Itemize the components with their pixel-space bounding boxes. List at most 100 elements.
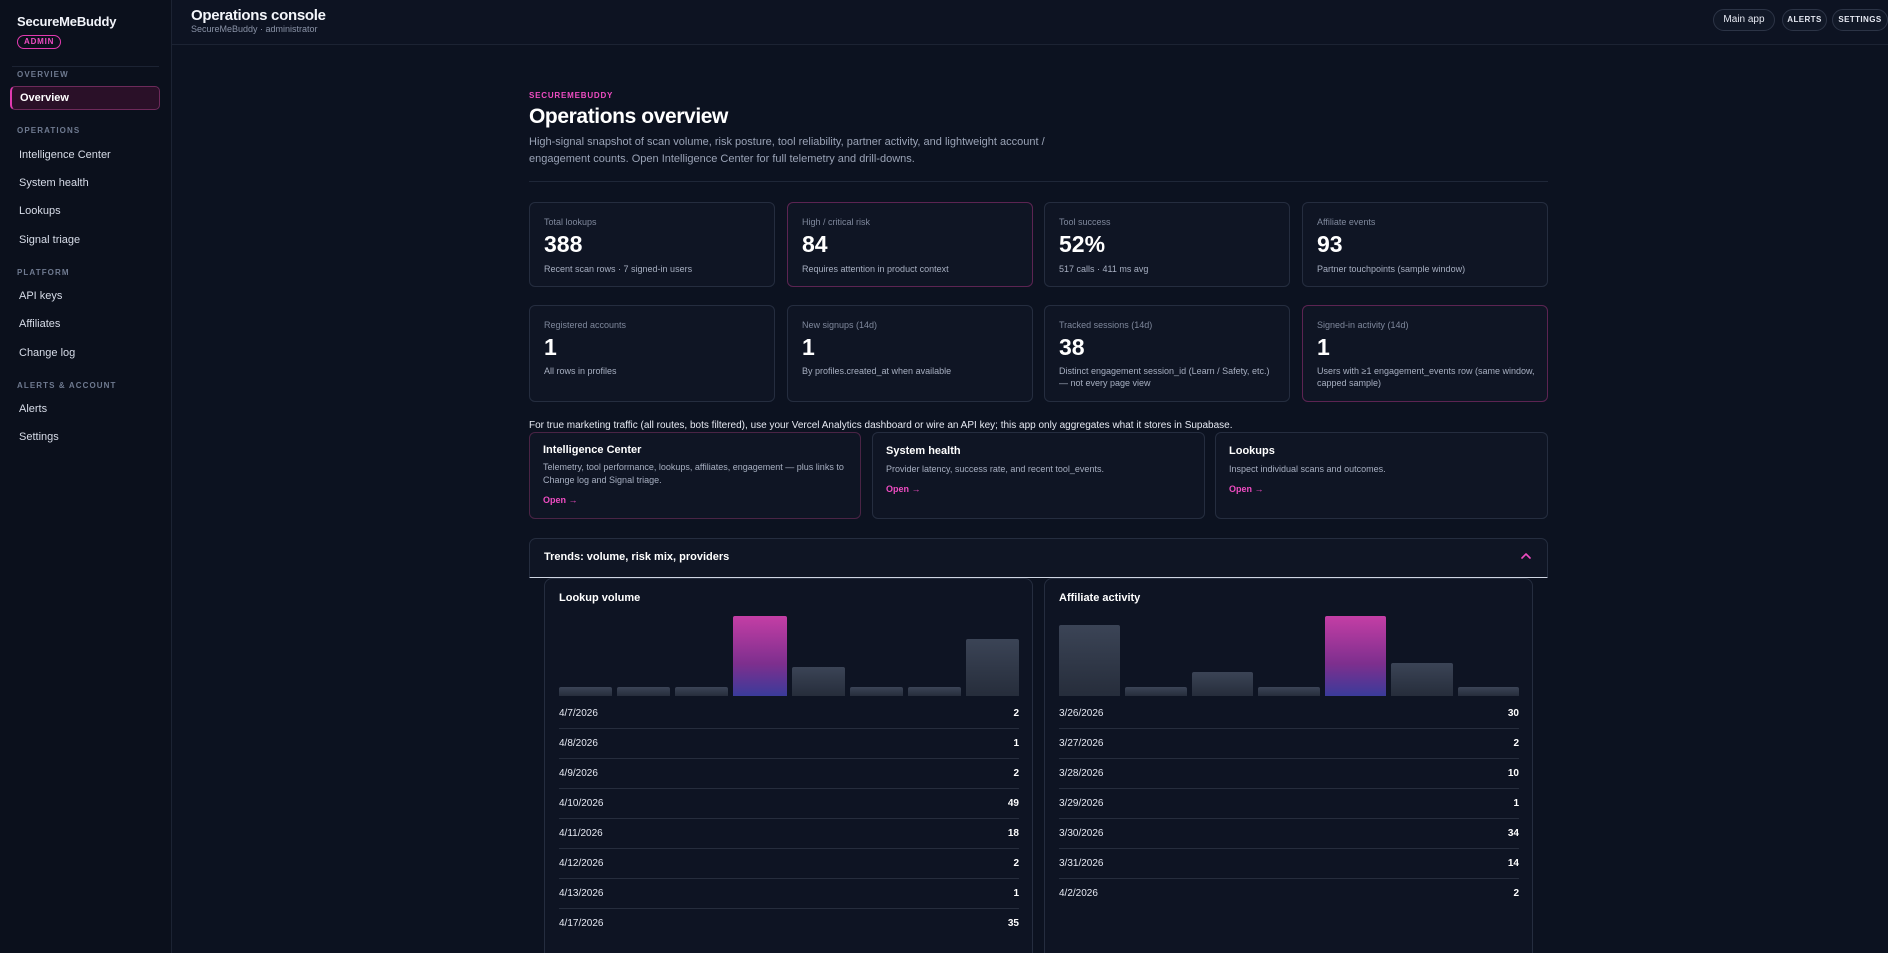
sidebar-item-signal-triage[interactable]: Signal triage bbox=[19, 234, 81, 246]
open-link[interactable]: Open → bbox=[543, 495, 578, 505]
stat-value: 1 bbox=[1317, 334, 1330, 360]
stat-note: Distinct engagement session_id (Learn / … bbox=[1059, 366, 1270, 388]
stat-label: Signed-in activity (14d) bbox=[1317, 320, 1409, 330]
sidebar-item-system-health[interactable]: System health bbox=[19, 177, 89, 189]
sidebar-item-settings[interactable]: Settings bbox=[19, 431, 59, 443]
row-date: 3/29/2026 bbox=[1059, 798, 1104, 809]
stat-card-tracked-sessions: Tracked sessions (14d) 38 Distinct engag… bbox=[1044, 305, 1290, 402]
analytics-info-line: For true marketing traffic (all routes, … bbox=[529, 420, 1233, 431]
nav-section-operations: OPERATIONS bbox=[17, 126, 81, 135]
table-row: 3/30/2026 34 bbox=[1059, 819, 1519, 849]
stat-card-tool-success: Tool success 52% 517 calls · 411 ms avg bbox=[1044, 202, 1290, 287]
trends-accordion-header[interactable]: Trends: volume, risk mix, providers bbox=[529, 538, 1548, 578]
stat-label: Affiliate events bbox=[1317, 217, 1376, 227]
bar-chart bbox=[559, 616, 1019, 696]
nav-section-overview: OVERVIEW bbox=[17, 70, 69, 79]
stat-card-signed-in-activity: Signed-in activity (14d) 1 Users with ≥1… bbox=[1302, 305, 1548, 402]
quick-link-system-health[interactable]: System health Provider latency, success … bbox=[872, 432, 1205, 519]
quick-link-intelligence-center[interactable]: Intelligence Center Telemetry, tool perf… bbox=[529, 432, 861, 519]
sidebar-item-alerts[interactable]: Alerts bbox=[19, 403, 48, 415]
table-row: 4/8/2026 1 bbox=[559, 729, 1019, 759]
sidebar-item-affiliates[interactable]: Affiliates bbox=[19, 318, 61, 330]
row-count: 1 bbox=[1013, 888, 1019, 899]
console-subtitle: SecureMeBuddy · administrator bbox=[191, 24, 318, 34]
row-date: 4/17/2026 bbox=[559, 918, 604, 929]
row-count: 1 bbox=[1513, 798, 1519, 809]
chart-bar bbox=[1391, 663, 1453, 696]
quick-link-description: Inspect individual scans and outcomes. bbox=[1229, 464, 1386, 474]
sidebar-item-change-log[interactable]: Change log bbox=[19, 347, 76, 359]
chart-bar bbox=[849, 687, 903, 696]
row-count: 1 bbox=[1013, 738, 1019, 749]
table-row: 4/12/2026 2 bbox=[559, 849, 1019, 879]
sidebar-divider bbox=[12, 66, 159, 67]
table-row: 4/17/2026 35 bbox=[559, 909, 1019, 939]
sidebar-item-api-keys[interactable]: API keys bbox=[19, 290, 63, 302]
row-count: 35 bbox=[1007, 918, 1019, 929]
row-date: 3/31/2026 bbox=[1059, 858, 1104, 869]
top-bar: Operations console SecureMeBuddy · admin… bbox=[172, 0, 1888, 45]
alerts-button[interactable]: ALERTS bbox=[1782, 9, 1827, 31]
stat-card-new-signups: New signups (14d) 1 By profiles.created_… bbox=[787, 305, 1033, 402]
quick-link-lookups[interactable]: Lookups Inspect individual scans and out… bbox=[1215, 432, 1548, 519]
stat-note: Users with ≥1 engagement_events row (sam… bbox=[1317, 366, 1535, 388]
sidebar-item-overview[interactable]: Overview bbox=[10, 86, 160, 110]
stat-card-affiliate-events: Affiliate events 93 Partner touchpoints … bbox=[1302, 202, 1548, 287]
brand-logo: SecureMeBuddy bbox=[17, 14, 117, 29]
row-date: 4/11/2026 bbox=[559, 828, 603, 839]
stat-label: New signups (14d) bbox=[802, 320, 878, 330]
chart-bar bbox=[1457, 687, 1519, 696]
chart-bar bbox=[733, 616, 787, 696]
sidebar-item-intelligence-center[interactable]: Intelligence Center bbox=[19, 149, 111, 161]
sidebar-item-lookups[interactable]: Lookups bbox=[19, 205, 61, 217]
trends-title: Trends: volume, risk mix, providers bbox=[544, 551, 730, 563]
stat-label: Tool success bbox=[1059, 217, 1111, 227]
row-date: 4/7/2026 bbox=[559, 708, 598, 719]
nav-section-platform: PLATFORM bbox=[17, 268, 70, 277]
quick-link-title: System health bbox=[886, 445, 961, 457]
chart-bar bbox=[675, 687, 729, 696]
page-description: High-signal snapshot of scan volume, ris… bbox=[529, 136, 1045, 165]
stat-note: Partner touchpoints (sample window) bbox=[1317, 264, 1466, 274]
stat-value: 93 bbox=[1317, 231, 1343, 257]
chart-bar bbox=[1191, 672, 1254, 696]
row-date: 3/28/2026 bbox=[1059, 768, 1104, 779]
table-row: 3/31/2026 14 bbox=[1059, 849, 1519, 879]
row-date: 3/27/2026 bbox=[1059, 738, 1104, 749]
chart-title: Affiliate activity bbox=[1059, 592, 1141, 604]
row-count: 2 bbox=[1513, 888, 1519, 899]
main-app-button[interactable]: Main app bbox=[1713, 9, 1775, 31]
table-row: 4/9/2026 2 bbox=[559, 759, 1019, 789]
row-count: 10 bbox=[1507, 768, 1519, 779]
stat-card-high-critical-risk: High / critical risk 84 Requires attenti… bbox=[787, 202, 1033, 287]
row-date: 4/9/2026 bbox=[559, 768, 598, 779]
row-date: 4/12/2026 bbox=[559, 858, 604, 869]
chart-title: Lookup volume bbox=[559, 592, 641, 604]
row-count: 2 bbox=[1013, 768, 1019, 779]
open-link[interactable]: Open → bbox=[886, 484, 921, 494]
chart-bar bbox=[617, 687, 671, 696]
stat-note: Requires attention in product context bbox=[802, 264, 949, 274]
table-row: 4/13/2026 1 bbox=[559, 879, 1019, 909]
chart-bar bbox=[1125, 687, 1187, 696]
stat-value: 52% bbox=[1059, 231, 1106, 257]
chevron-up-icon[interactable] bbox=[1519, 549, 1533, 563]
settings-button[interactable]: SETTINGS bbox=[1832, 9, 1888, 31]
chart-bar bbox=[1059, 625, 1121, 696]
sidebar: SecureMeBuddy ADMIN OVERVIEW Overview OP… bbox=[0, 0, 172, 953]
stat-label: Registered accounts bbox=[544, 320, 627, 330]
quick-link-title: Lookups bbox=[1229, 445, 1275, 457]
row-count: 14 bbox=[1507, 858, 1519, 869]
table-row: 4/2/2026 2 bbox=[1059, 879, 1519, 909]
row-date: 3/26/2026 bbox=[1059, 708, 1104, 719]
chart-bar bbox=[965, 639, 1019, 696]
row-count: 2 bbox=[1513, 738, 1519, 749]
open-link[interactable]: Open → bbox=[1229, 484, 1264, 494]
stat-card-total-lookups: Total lookups 388 Recent scan rows · 7 s… bbox=[529, 202, 775, 287]
header-divider bbox=[529, 181, 1548, 182]
row-date: 4/10/2026 bbox=[559, 798, 604, 809]
chart-bar bbox=[907, 687, 961, 696]
chart-panel-lookup-volume: Lookup volume 4/7/2026 2 4/8/2026 1 4/9/2026… bbox=[544, 578, 1033, 953]
row-count: 49 bbox=[1007, 798, 1019, 809]
row-date: 3/30/2026 bbox=[1059, 828, 1104, 839]
